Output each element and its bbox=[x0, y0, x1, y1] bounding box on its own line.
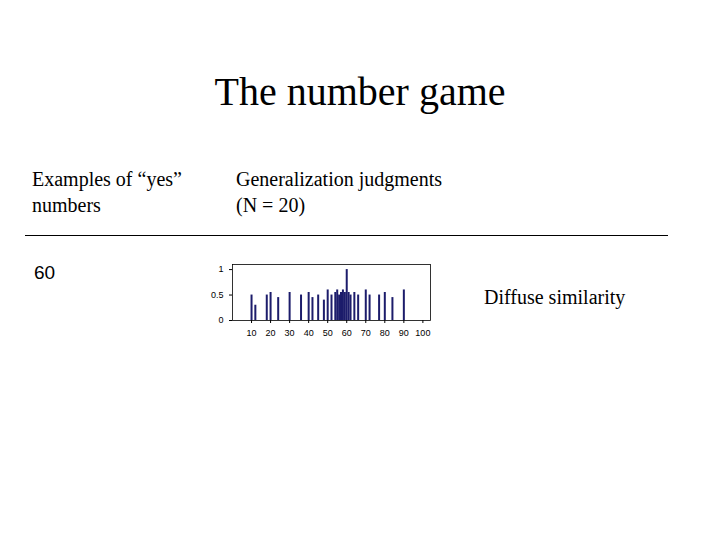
svg-text:1: 1 bbox=[218, 264, 223, 274]
svg-text:40: 40 bbox=[304, 328, 314, 338]
svg-text:80: 80 bbox=[380, 328, 390, 338]
svg-text:30: 30 bbox=[285, 328, 295, 338]
svg-text:100: 100 bbox=[415, 328, 430, 338]
html-text:Diffuse similarity: Diffuse similarity bbox=[484, 286, 626, 308]
svg-text:0: 0 bbox=[218, 315, 223, 325]
html-text:Generalization judgments (N =: Generalization judgments (N = 20) bbox=[236, 168, 442, 216]
html-text:The number game: The number game bbox=[214, 69, 506, 114]
svg-text:90: 90 bbox=[399, 328, 409, 338]
svg-text:10: 10 bbox=[247, 328, 257, 338]
svg-text:20: 20 bbox=[266, 328, 276, 338]
svg-text:70: 70 bbox=[361, 328, 371, 338]
svg-text:50: 50 bbox=[323, 328, 333, 338]
svg-text:0.5: 0.5 bbox=[211, 290, 224, 300]
html-text:Examples of “yes” numbers: Examples of “yes” numbers bbox=[32, 168, 182, 216]
html-text:60: 60 bbox=[34, 262, 56, 283]
svg-text:60: 60 bbox=[342, 328, 352, 338]
